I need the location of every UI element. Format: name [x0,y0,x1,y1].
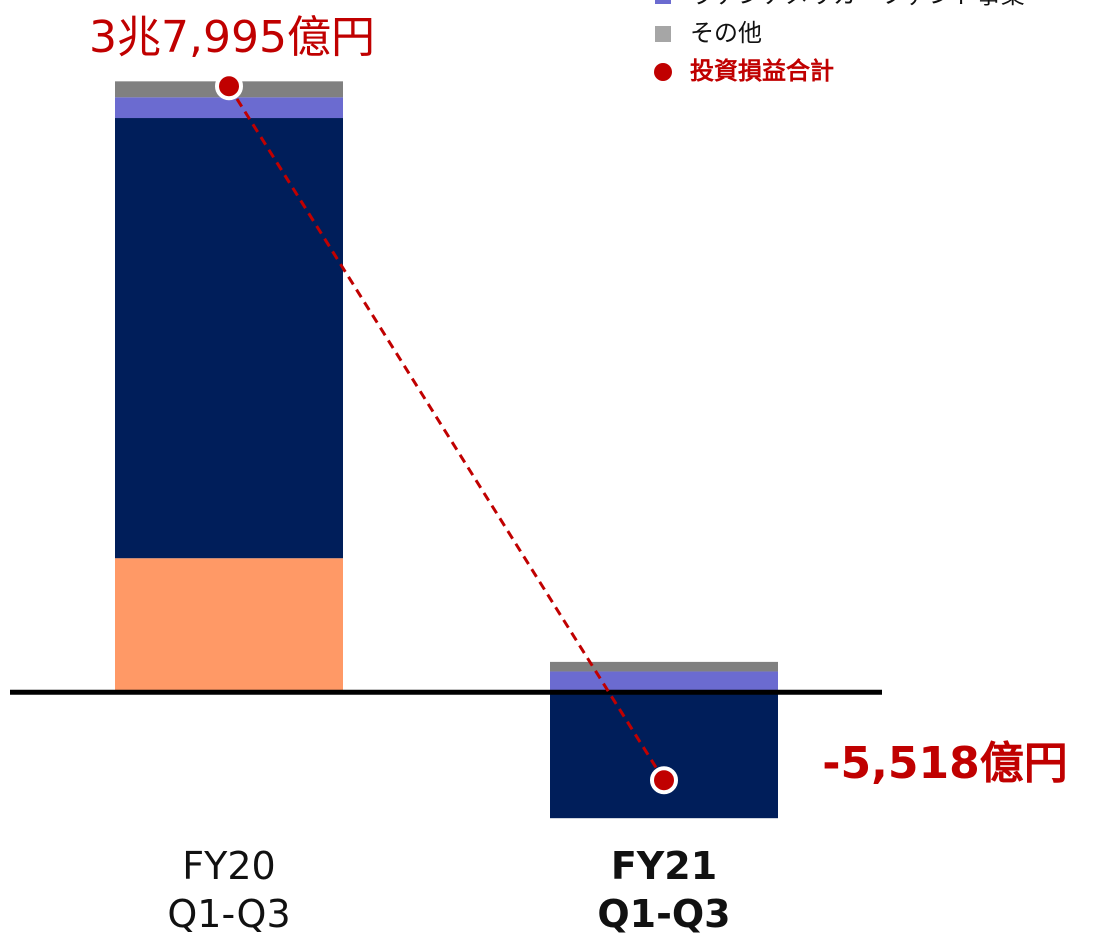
bar-segment [115,97,343,119]
x-tick-label: FY21 Q1-Q3 [597,844,731,936]
legend-marker [655,26,671,42]
legend-label: 投資損益合計 [690,57,834,85]
x-tick-label: FY20 Q1-Q3 [167,844,291,936]
legend-marker [654,63,672,81]
bar-segment [550,661,778,672]
bar-segment [550,692,778,819]
legend-label: ラテンアメリカ・ファンド事業 [690,0,1025,9]
legend-marker [655,0,671,4]
bar-segment [115,118,343,559]
bar-segment [550,671,778,693]
bar-segment [115,558,343,693]
total-label: 3兆7,995億円 [89,12,375,63]
total-label: -5,518億円 [822,738,1067,789]
total-marker [650,766,678,795]
legend-label: その他 [690,19,762,47]
total-marker [215,72,243,101]
total-line [227,85,666,781]
